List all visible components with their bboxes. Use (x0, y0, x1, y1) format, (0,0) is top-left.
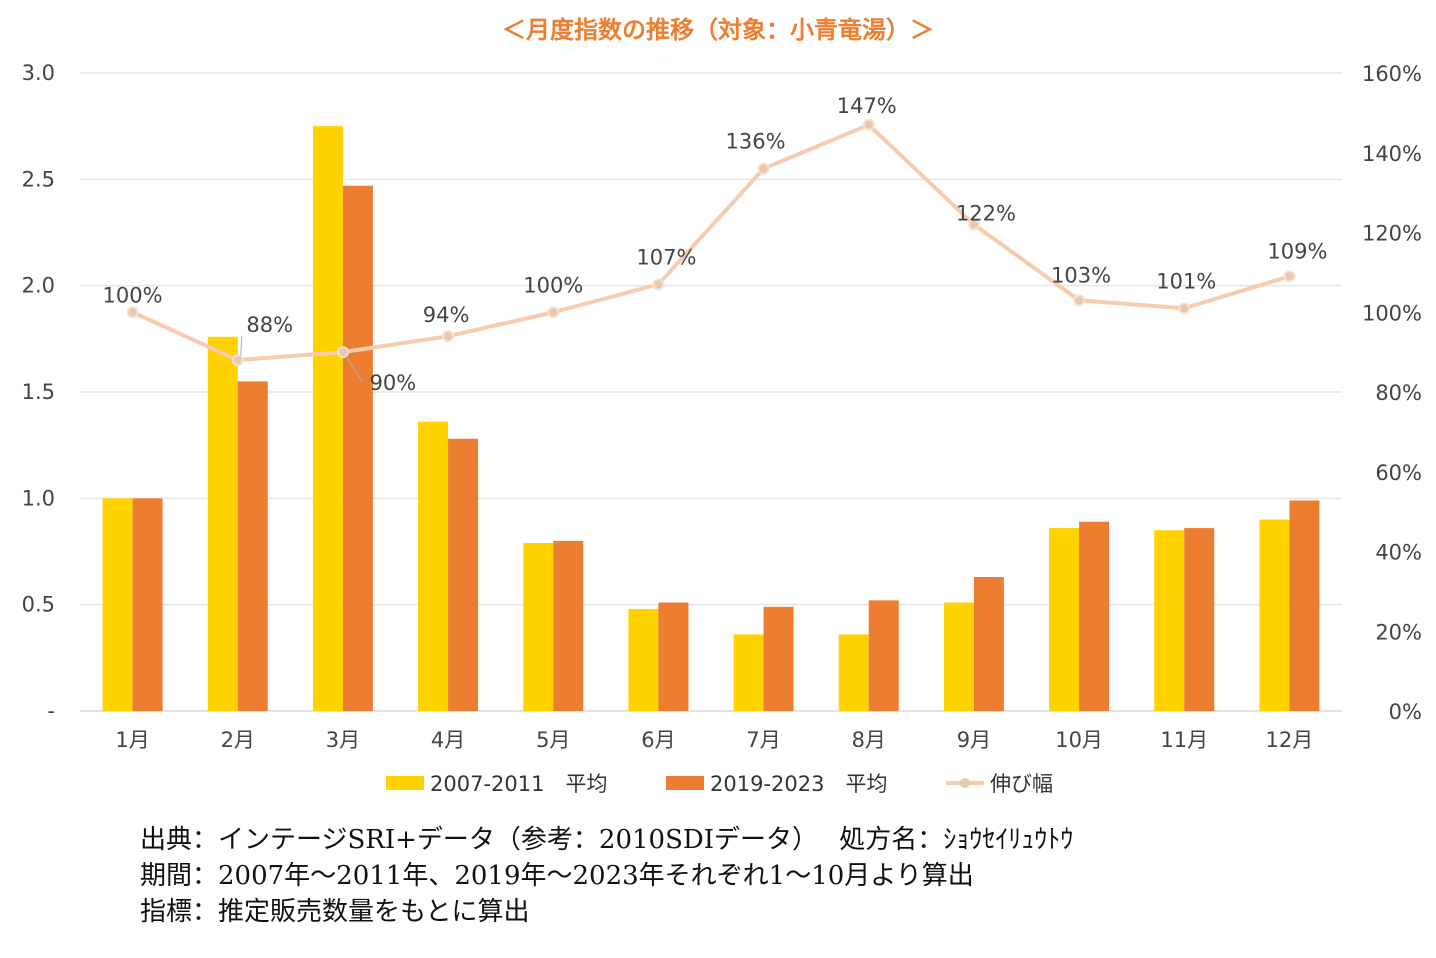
growth-point (1178, 302, 1191, 315)
growth-point (336, 346, 349, 359)
growth-point (547, 306, 560, 319)
right-axis-tick-label: 140% (1362, 142, 1422, 166)
bar-2019-2023 (973, 577, 1004, 711)
growth-point (126, 306, 139, 319)
right-axis-tick-label: 160% (1362, 62, 1422, 86)
left-axis-tick-label: 2.5 (22, 167, 55, 191)
legend-swatch-2007-2011 (386, 776, 424, 790)
left-axis-tick-label: 3.0 (22, 61, 55, 85)
x-axis-tick-label: 1月 (115, 728, 149, 752)
legend: 2007-2011 平均 2019-2023 平均 伸び幅 (386, 772, 1053, 796)
right-axis-tick-label: 80% (1375, 381, 1422, 405)
growth-data-label: 122% (956, 202, 1016, 226)
legend-label: 伸び幅 (990, 772, 1053, 796)
x-axis-tick-label: 12月 (1266, 728, 1314, 752)
x-axis-tick-label: 3月 (326, 728, 360, 752)
bar-2007-2011 (733, 634, 764, 711)
left-axis-tick-label: 1.0 (22, 486, 55, 510)
chart-title: ＜月度指数の推移（対象：小青竜湯）＞ (502, 16, 934, 44)
left-axis-tick-label: 0.5 (22, 593, 55, 617)
x-axis-tick-label: 9月 (957, 728, 991, 752)
bar-2019-2023 (342, 185, 373, 712)
right-axis-tick-label: 120% (1362, 222, 1422, 246)
right-axis-tick-label: 20% (1375, 620, 1422, 644)
growth-data-label: 147% (837, 94, 897, 118)
right-axis-tick-label: 60% (1375, 461, 1422, 485)
x-axis-tick-label: 2月 (221, 728, 255, 752)
growth-point (652, 278, 665, 291)
growth-data-label: 109% (1267, 239, 1327, 263)
growth-data-label: 107% (636, 245, 696, 269)
growth-data-label: 90% (370, 371, 417, 395)
source-note: 出典：インテージSRI+データ（参考：2010SDIデータ） 処方名：ｼｮｳｾｲ… (140, 825, 1074, 855)
left-axis-ticks: - 0.5 1.0 1.5 2.0 2.5 3.0 (22, 61, 55, 723)
bar-2007-2011 (523, 542, 554, 711)
growth-data-label: 94% (423, 303, 470, 327)
metric-note: 指標：推定販売数量をもとに算出 (140, 897, 530, 927)
legend-swatch-growth-marker (960, 778, 970, 788)
right-axis-tick-label: 0% (1389, 700, 1422, 724)
growth-point (862, 118, 875, 131)
bar-2019-2023 (1079, 521, 1110, 711)
left-axis-tick-label: 2.0 (22, 274, 55, 298)
bar-series (102, 126, 1320, 712)
growth-data-label: 100% (103, 283, 163, 307)
legend-label: 2007-2011 平均 (430, 772, 607, 796)
x-axis-tick-label: 6月 (641, 728, 675, 752)
bar-2019-2023 (658, 602, 689, 711)
bar-2019-2023 (1289, 500, 1320, 711)
bar-2007-2011 (102, 498, 133, 711)
gridlines (80, 72, 1342, 712)
bar-2019-2023 (763, 606, 794, 711)
bar-2007-2011 (207, 336, 238, 711)
bar-2019-2023 (553, 540, 584, 711)
combo-chart: ＜月度指数の推移（対象：小青竜湯）＞ 100% 88% 90% 94% 100% 107%… (22, 16, 1422, 796)
legend-swatch-2019-2023 (666, 776, 704, 790)
bar-2019-2023 (1184, 528, 1215, 711)
growth-data-label: 136% (726, 130, 786, 154)
data-label-leader (240, 336, 243, 357)
growth-point (442, 330, 455, 343)
growth-line-series: 100% 88% 90% 94% 100% 107% 136% 147% 122% 103% 101… (103, 94, 1328, 395)
growth-data-label: 100% (523, 273, 583, 297)
period-note: 期間：2007年～2011年、2019年～2023年それぞれ1～10月より算出 (140, 861, 974, 891)
left-axis-tick-label: - (47, 699, 55, 723)
bar-2007-2011 (628, 608, 659, 711)
x-axis-tick-label: 7月 (746, 728, 780, 752)
bar-2007-2011 (1259, 519, 1290, 711)
bar-2007-2011 (1049, 528, 1080, 711)
bar-2019-2023 (132, 498, 163, 711)
bar-2007-2011 (418, 421, 449, 711)
bar-2019-2023 (237, 381, 268, 711)
x-axis-ticks: 1月 2月 3月 4月 5月 6月 7月 8月 9月 10月 11月 12月 (115, 728, 1313, 752)
bar-2007-2011 (838, 634, 869, 711)
x-axis-tick-label: 5月 (536, 728, 570, 752)
right-axis-ticks: 0% 20% 40% 60% 80% 100% 120% 140% 160% (1362, 62, 1422, 724)
x-axis-tick-label: 8月 (852, 728, 886, 752)
x-axis-tick-label: 11月 (1160, 728, 1208, 752)
growth-point (1073, 294, 1086, 307)
data-label-leader (345, 355, 364, 383)
growth-point (757, 162, 770, 175)
x-axis-tick-label: 10月 (1055, 728, 1103, 752)
x-axis-tick-label: 4月 (431, 728, 465, 752)
growth-data-label: 103% (1051, 263, 1111, 287)
growth-point (1283, 270, 1296, 283)
bar-2007-2011 (943, 602, 974, 711)
legend-label: 2019-2023 平均 (710, 772, 887, 796)
bar-2019-2023 (448, 438, 479, 711)
growth-point (967, 218, 980, 231)
footnotes: 出典：インテージSRI+データ（参考：2010SDIデータ） 処方名：ｼｮｳｾｲ… (140, 822, 1340, 930)
right-axis-tick-label: 40% (1375, 541, 1422, 565)
growth-data-label: 101% (1156, 269, 1216, 293)
right-axis-tick-label: 100% (1362, 301, 1422, 325)
growth-data-label: 88% (246, 313, 293, 337)
growth-point (231, 354, 244, 367)
bar-2007-2011 (312, 126, 343, 711)
left-axis-tick-label: 1.5 (22, 380, 55, 404)
bar-2007-2011 (1154, 530, 1185, 711)
bar-2019-2023 (868, 600, 899, 711)
growth-line (131, 122, 1290, 363)
